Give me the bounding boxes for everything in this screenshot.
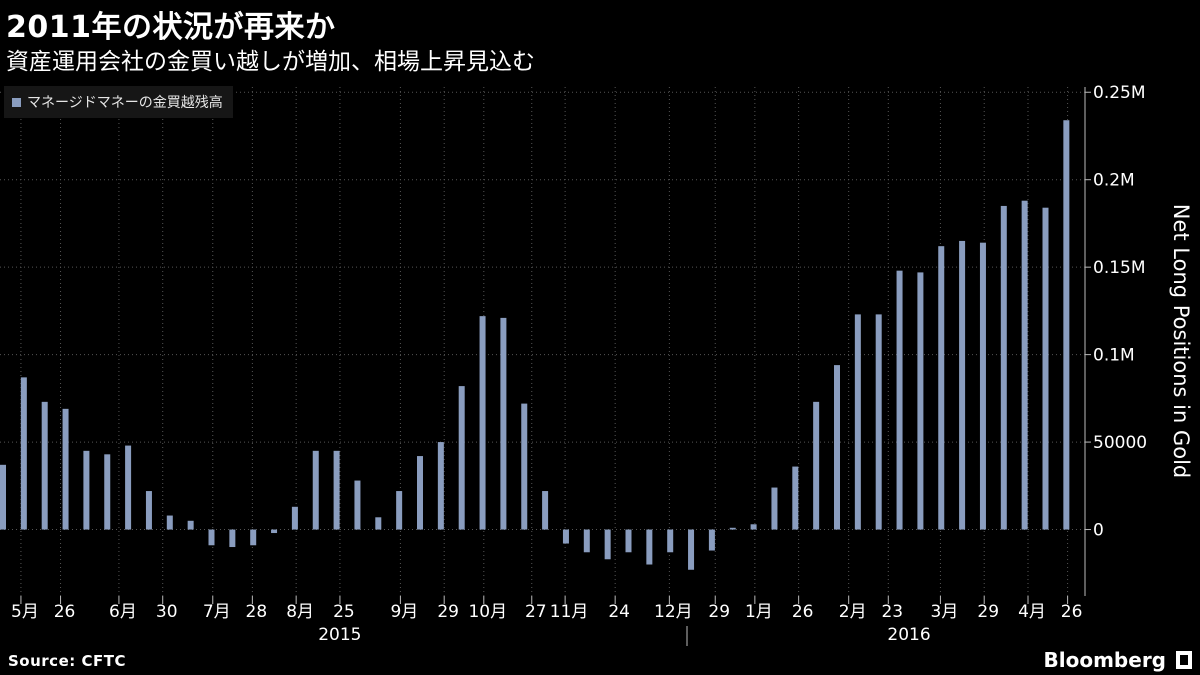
bar (688, 529, 695, 570)
bar (166, 515, 173, 530)
x-tick-label: 23 (881, 602, 903, 622)
y-tick-label: 0.2M (1093, 171, 1135, 191)
bar (208, 529, 215, 546)
bar (938, 246, 945, 530)
bar (813, 401, 820, 530)
brand-logo-text: Bloomberg (1043, 648, 1166, 672)
bar (875, 314, 882, 530)
bar (125, 445, 132, 530)
bar (229, 529, 236, 548)
bar (583, 529, 590, 553)
y-tick-label: 50000 (1093, 433, 1147, 453)
bar (667, 529, 674, 553)
x-tick-label: 3月 (931, 602, 959, 622)
legend: マネージドマネーの金買越残高 (4, 86, 233, 118)
bar (41, 401, 48, 530)
x-tick-label: 29 (708, 602, 730, 622)
bar (771, 487, 778, 530)
bar (646, 529, 653, 565)
bar (271, 529, 278, 534)
x-tick-label: 10月 (468, 602, 507, 622)
x-tick-label: 27 (525, 602, 547, 622)
year-label: 2015 (318, 625, 361, 645)
chart-subtitle: 資産運用会社の金買い越しが増加、相場上昇見込む (6, 49, 535, 75)
x-tick-label: 7月 (203, 602, 231, 622)
chart-title: 2011年の状況が再来か (6, 10, 336, 45)
bar (417, 456, 423, 530)
bar (1042, 207, 1049, 530)
x-tick-label: 4月 (1018, 602, 1046, 622)
bar (1063, 120, 1070, 530)
x-tick-label: 26 (1061, 602, 1083, 622)
x-tick-label: 8月 (286, 602, 314, 622)
bar (917, 272, 924, 530)
x-tick-label: 25 (333, 602, 355, 622)
bar (104, 454, 111, 530)
y-tick-label: 0.25M (1093, 83, 1146, 103)
bar (479, 316, 486, 530)
bar (959, 240, 966, 530)
bar (437, 442, 444, 530)
bar (458, 386, 465, 530)
bar (834, 365, 840, 530)
x-tick-label: 29 (437, 602, 459, 622)
bar (979, 242, 986, 530)
bar (625, 529, 632, 553)
bar (83, 450, 90, 530)
bar (354, 480, 361, 530)
bar (708, 529, 715, 551)
bar (187, 520, 194, 530)
bar (604, 529, 611, 560)
x-tick-label: 12月 (654, 602, 693, 622)
y-tick-label: 0.15M (1093, 258, 1146, 278)
year-label: 2016 (887, 625, 930, 645)
x-tick-label: 5月 (11, 602, 39, 622)
x-tick-label: 24 (608, 602, 630, 622)
x-tick-label: 9月 (390, 602, 418, 622)
bar (750, 524, 757, 530)
x-tick-label: 1月 (745, 602, 773, 622)
x-tick-label: 11月 (550, 602, 589, 622)
bar (562, 529, 569, 544)
bar (521, 403, 528, 530)
legend-label: マネージドマネーの金買越残高 (27, 95, 223, 111)
bar (145, 491, 152, 530)
bar (0, 464, 6, 530)
bloomberg-icon (1176, 651, 1192, 669)
y-tick-label: 0.1M (1093, 346, 1135, 366)
bar (62, 408, 69, 530)
bar (792, 466, 799, 530)
bar (542, 491, 549, 530)
bar (375, 517, 382, 530)
bar (729, 527, 736, 530)
bar (396, 491, 403, 530)
bar (854, 314, 861, 530)
x-tick-label: 28 (246, 602, 268, 622)
x-tick-label: 26 (792, 602, 814, 622)
y-axis-title: Net Long Positions in Gold (1169, 204, 1193, 479)
bar (250, 529, 257, 546)
bar (1021, 200, 1028, 530)
x-tick-label: 26 (54, 602, 76, 622)
source-note: Source: CFTC (8, 652, 126, 670)
bar (500, 317, 507, 530)
legend-swatch (12, 97, 21, 107)
bar (333, 450, 340, 530)
x-tick-label: 30 (156, 602, 178, 622)
x-tick-label: 29 (977, 602, 999, 622)
bar (20, 377, 27, 530)
x-tick-label: 2月 (839, 602, 867, 622)
bar (312, 450, 319, 530)
x-tick-label: 6月 (109, 602, 137, 622)
bar (291, 506, 298, 530)
y-tick-label: 0 (1093, 521, 1104, 541)
bar (1000, 205, 1007, 530)
bar (896, 270, 903, 530)
